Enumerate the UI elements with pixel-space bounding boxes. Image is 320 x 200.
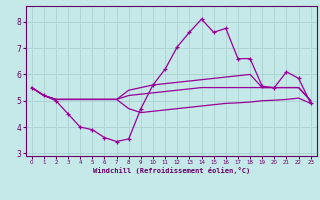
X-axis label: Windchill (Refroidissement éolien,°C): Windchill (Refroidissement éolien,°C) (92, 167, 250, 174)
